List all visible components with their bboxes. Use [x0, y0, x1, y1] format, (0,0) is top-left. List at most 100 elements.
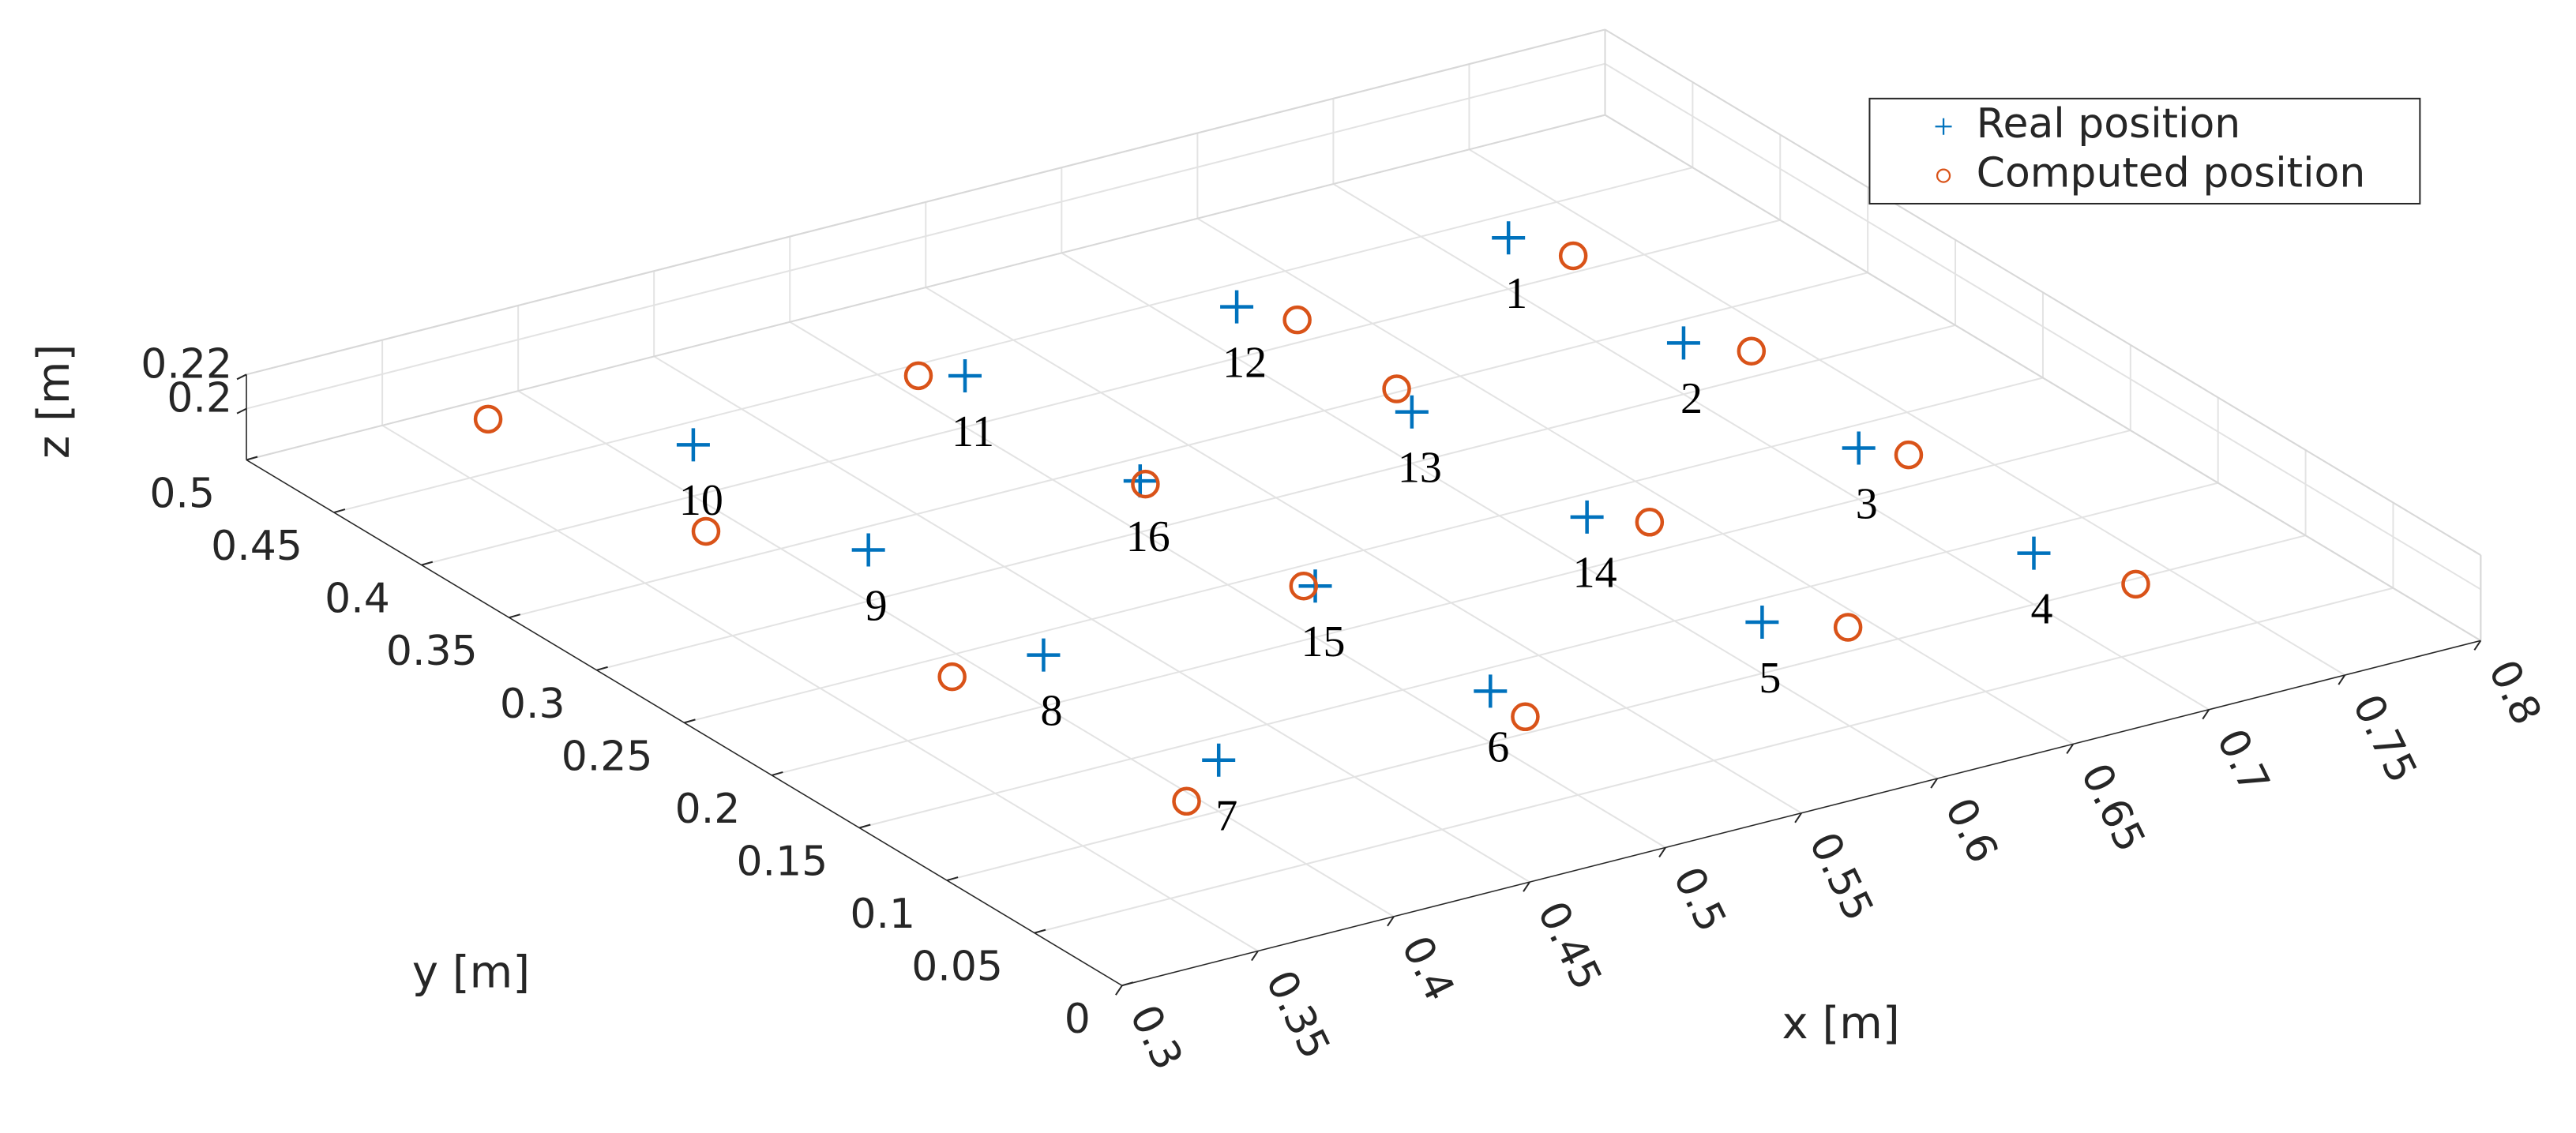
- circle-marker: [1172, 786, 1201, 816]
- plus-marker: [1395, 395, 1429, 429]
- plus-marker: [1570, 500, 1604, 534]
- tick-mark: [236, 373, 247, 381]
- x-tick-label: 0.8: [2479, 653, 2550, 733]
- circle-marker: [691, 516, 721, 546]
- point-label: 1: [1505, 269, 1527, 318]
- tick-mark: [1121, 981, 1134, 987]
- y-tick-label: 0.4: [325, 576, 390, 623]
- point-label: 10: [679, 476, 723, 525]
- grid-line: [333, 167, 1693, 514]
- circle-marker: [1289, 571, 1319, 601]
- x-tick-label: 0.4: [1392, 929, 1463, 1008]
- tick-mark: [1387, 916, 1395, 927]
- y-tick-label: 0.3: [500, 681, 565, 728]
- tick-mark: [2338, 674, 2346, 685]
- x-tick-label: 0.3: [1121, 998, 1192, 1078]
- tick-mark: [1115, 985, 1123, 996]
- grid-line: [772, 430, 2131, 776]
- point-label: 5: [1759, 654, 1781, 703]
- plus-marker: [1474, 674, 1508, 708]
- tick-mark: [858, 823, 871, 829]
- box-edge: [1604, 114, 2481, 642]
- tick-mark: [246, 456, 258, 461]
- x-tick-label: 0.5: [1664, 860, 1735, 940]
- tick-mark: [2202, 709, 2210, 720]
- legend-box: [1868, 97, 2421, 204]
- box-edge: [246, 114, 1605, 461]
- plus-marker: [2017, 536, 2051, 570]
- point-label: 14: [1573, 549, 1617, 598]
- grid-line: [858, 482, 2218, 829]
- plus-marker: [1123, 464, 1157, 498]
- y-tick-label: 0.5: [149, 471, 215, 518]
- grid-line: [596, 324, 1956, 671]
- point-label: 9: [866, 581, 888, 630]
- circle-marker: [1635, 508, 1665, 537]
- box-edge: [1604, 28, 2481, 557]
- tick-mark: [509, 613, 520, 619]
- plus-marker: [948, 358, 982, 392]
- circle-marker: [1894, 440, 1924, 470]
- y-tick-label: 0: [1065, 996, 1091, 1043]
- x-tick-label: 0.6: [1936, 791, 2007, 871]
- y-tick-label: 0.05: [911, 944, 1003, 991]
- tick-mark: [1034, 929, 1046, 934]
- tick-mark: [946, 876, 959, 882]
- grid-line: [1034, 587, 2394, 934]
- y-axis-label: y [m]: [412, 947, 530, 998]
- circle-marker: [1511, 702, 1540, 732]
- circle-marker: [1558, 241, 1588, 271]
- x-tick-label: 0.7: [2207, 722, 2278, 801]
- y-tick-label: 0.1: [850, 891, 915, 938]
- circle-marker: [1833, 613, 1863, 642]
- x-tick-label: 0.55: [1800, 825, 1883, 928]
- box-edge: [246, 28, 1605, 376]
- tick-mark: [2066, 743, 2075, 754]
- point-label: 3: [1856, 479, 1878, 528]
- plus-marker: [1492, 221, 1526, 255]
- y-tick-label: 0.2: [675, 786, 741, 833]
- tick-mark: [421, 561, 434, 566]
- grid-line: [1604, 62, 2481, 591]
- legend-label: Computed position: [1977, 150, 2366, 197]
- point-label: 15: [1301, 617, 1346, 666]
- point-label: 7: [1215, 792, 1237, 841]
- x-tick-label: 0.75: [2343, 688, 2426, 790]
- y-tick-label: 0.45: [211, 523, 302, 570]
- plus-marker: [851, 533, 885, 567]
- circle-marker: [1382, 374, 1411, 403]
- legend-label: Real position: [1977, 100, 2241, 148]
- plus-marker: [1202, 743, 1236, 777]
- point-label: 11: [952, 407, 994, 456]
- point-label: 16: [1126, 512, 1170, 561]
- z-tick-label: 0.22: [141, 340, 232, 388]
- tick-mark: [333, 508, 346, 514]
- circle-marker: [1737, 336, 1767, 366]
- circle-marker: [1131, 469, 1160, 499]
- tick-mark: [1658, 846, 1666, 858]
- tick-mark: [596, 666, 608, 671]
- tick-mark: [236, 407, 247, 415]
- x-tick-label: 0.35: [1256, 963, 1339, 1066]
- plus-marker: [1842, 431, 1876, 465]
- tick-mark: [772, 771, 783, 776]
- circle-marker: [2121, 569, 2150, 599]
- circle-marker: [903, 361, 933, 391]
- plus-marker: [676, 428, 710, 462]
- point-label: 8: [1040, 686, 1062, 735]
- ticks: 0.3 0.35 0.4 0.45 0.5 0.55 0.6 0.65 0.7 0.75 0.800…: [141, 340, 2550, 1077]
- point-label: 13: [1398, 444, 1442, 493]
- point-label: 12: [1222, 338, 1267, 387]
- x-axis-label: x [m]: [1782, 998, 1900, 1049]
- plus-marker: [1220, 290, 1254, 324]
- circle-marker: [1282, 305, 1312, 335]
- grid-line: [946, 535, 2306, 882]
- tick-mark: [1930, 778, 1938, 789]
- grid-line: [246, 62, 1605, 410]
- plus-marker: [1935, 118, 1952, 135]
- point-label: 4: [2030, 585, 2052, 634]
- x-tick-label: 0.65: [2071, 756, 2154, 859]
- point-label: 6: [1487, 722, 1509, 771]
